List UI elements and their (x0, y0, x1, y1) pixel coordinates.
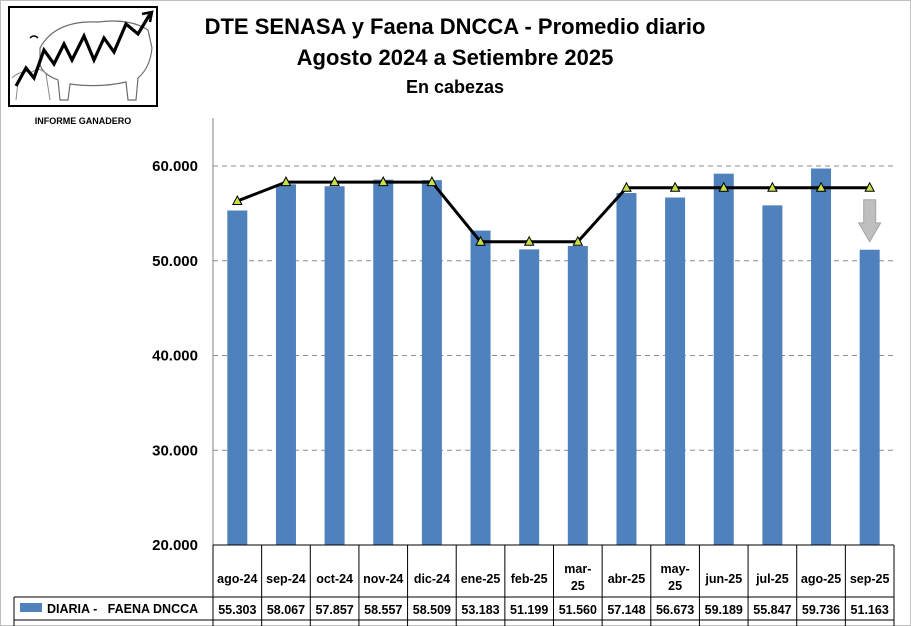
y-tick-label: 40.000 (152, 348, 198, 365)
data-value-label: 57.857 (315, 603, 353, 617)
chart-title: DTE SENASA y Faena DNCCA - Promedio diar… (204, 14, 706, 39)
bar-series (227, 168, 880, 546)
bar (713, 173, 734, 546)
x-category-label: sep-24 (266, 572, 306, 586)
x-category-label: nov-24 (363, 572, 403, 586)
x-category-label: feb-25 (511, 572, 548, 586)
x-category-label: ago-24 (217, 572, 257, 586)
x-category-label: ene-25 (461, 572, 501, 586)
line-point (475, 235, 486, 246)
line-point (864, 181, 876, 192)
x-category-label: may- 25 (661, 562, 690, 593)
legend-label: DIARIA - FAENA DNCCA (47, 602, 198, 616)
y-tick-label: 50.000 (152, 253, 198, 270)
bar (373, 179, 394, 545)
bar (324, 186, 345, 545)
logo-caption: INFORME GANADERO (34, 116, 132, 126)
data-value-label: 59.736 (802, 603, 840, 617)
bar (519, 249, 540, 546)
bar (421, 180, 442, 545)
data-value-label: 58.067 (267, 603, 305, 617)
line-point (377, 176, 389, 187)
bar (811, 168, 832, 545)
bar (665, 197, 686, 546)
data-value-label: 51.163 (851, 603, 889, 617)
data-value-label: 53.183 (461, 603, 499, 617)
line-point (815, 181, 827, 192)
average-line-series (231, 176, 876, 246)
bar (275, 184, 296, 545)
line-point (718, 181, 730, 192)
data-value-label: 56.673 (656, 603, 694, 617)
bar (470, 230, 491, 546)
data-value-label: 57.148 (607, 603, 645, 617)
data-value-label: 59.189 (705, 603, 743, 617)
data-value-label: 55.303 (218, 603, 256, 617)
data-value-label: 55.847 (753, 603, 791, 617)
line-segment (576, 186, 628, 244)
x-category-label: jul-25 (755, 572, 789, 586)
x-category-label: ago-25 (801, 572, 841, 586)
line-point (280, 176, 292, 187)
line-segment (235, 180, 288, 203)
x-category-label-part: 25 (668, 579, 682, 593)
data-value-label: 58.509 (413, 603, 451, 617)
bull-chart-logo-icon (11, 10, 154, 101)
line-point (231, 194, 243, 206)
line-segment (430, 180, 483, 244)
chart-units: En cabezas (405, 77, 505, 97)
data-value-label: 51.560 (559, 603, 597, 617)
line-point (329, 176, 340, 187)
data-value-label: 51.199 (510, 603, 548, 617)
gridlines (213, 165, 894, 451)
x-category-label-part: 25 (571, 579, 585, 593)
y-tick-label: 20.000 (152, 537, 198, 554)
annotations (857, 199, 882, 243)
x-category-label-part: may- (661, 562, 690, 576)
legend-swatch (20, 603, 42, 612)
data-value-label: 58.557 (364, 603, 402, 617)
x-category-label: dic-24 (414, 572, 450, 586)
line-point (767, 181, 778, 192)
data-table: ago-24 sep-24 oct-24 nov-24 dic-24 ene-25 feb-… (13, 544, 895, 626)
line-point (426, 176, 438, 187)
x-category-label: sep-25 (850, 572, 890, 586)
bar (762, 205, 783, 545)
chart-period: Agosto 2024 a Setiembre 2025 (296, 45, 614, 70)
y-axis: 20.000 30.000 40.000 50.000 60.000 (152, 118, 214, 554)
x-category-label: oct-24 (316, 572, 353, 586)
bar (567, 245, 588, 545)
line-point (621, 181, 632, 192)
x-category-label: abr-25 (608, 572, 646, 586)
x-category-label-part: mar- (564, 562, 591, 576)
bar (616, 193, 637, 545)
bar (227, 210, 248, 545)
down-arrow-icon (857, 199, 882, 243)
x-category-label: jun-25 (704, 572, 742, 586)
line-point (572, 235, 584, 246)
y-tick-label: 60.000 (152, 158, 198, 175)
x-category-label: mar- 25 (564, 562, 591, 593)
y-tick-label: 30.000 (152, 442, 198, 459)
line-point (669, 181, 681, 192)
informe-ganadero-logo (8, 6, 158, 107)
bar (859, 249, 880, 545)
line-point (523, 235, 535, 246)
